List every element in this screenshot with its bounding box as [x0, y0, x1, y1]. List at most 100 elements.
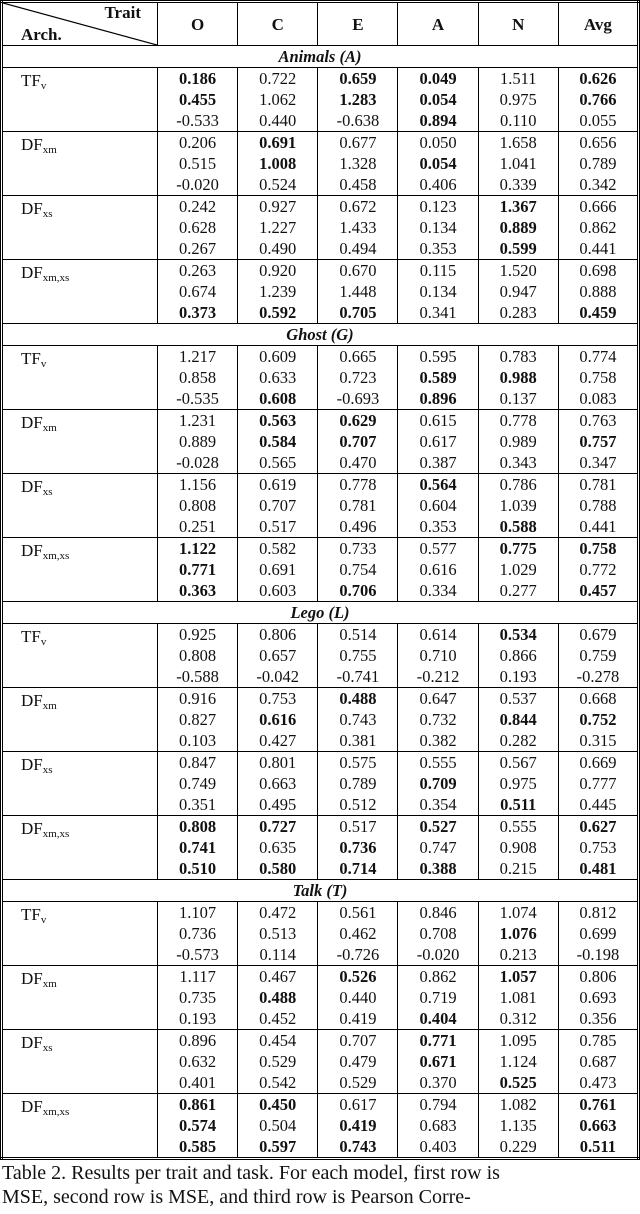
value-cell: 0.896 — [397, 388, 479, 410]
arch-subscript: xm,xs — [42, 550, 70, 562]
value-cell: 0.719 — [397, 987, 479, 1008]
value-cell: 0.567 — [477, 751, 559, 773]
section-title: Animals (A) — [1, 45, 639, 68]
value-cell: 0.341 — [397, 302, 479, 324]
arch-subscript: xm — [42, 144, 57, 156]
arch-cell: DFxs — [1, 1029, 158, 1094]
value-cell: 1.283 — [317, 89, 399, 110]
value-cell: 0.808 — [156, 815, 239, 837]
table-row: 0.749 0.663 0.789 0.709 0.975 0.777 — [2, 773, 640, 794]
value-cell: 0.334 — [397, 580, 479, 602]
value-cell: 0.083 — [557, 388, 640, 410]
arch-name: DF — [21, 819, 43, 838]
value-cell: 0.616 — [237, 709, 319, 730]
value-cell: 0.403 — [397, 1136, 479, 1159]
value-cell: 0.565 — [237, 452, 319, 474]
value-cell: 0.614 — [397, 623, 479, 645]
value-cell: 0.908 — [477, 837, 559, 858]
value-cell: 0.215 — [477, 858, 559, 880]
value-cell: 0.683 — [397, 1115, 479, 1136]
section-header-row: Ghost (G) — [1, 323, 639, 346]
value-cell: 1.074 — [477, 901, 559, 923]
value-cell: 0.511 — [557, 1136, 640, 1159]
value-cell: 0.778 — [317, 473, 399, 495]
value-cell: 0.665 — [317, 345, 399, 367]
value-cell: 0.186 — [156, 67, 239, 89]
value-cell: 0.743 — [317, 709, 399, 730]
value-cell: 0.727 — [237, 815, 319, 837]
value-cell: 0.193 — [477, 666, 559, 688]
col-header-e: E — [317, 1, 399, 46]
value-cell: 0.889 — [156, 431, 239, 452]
value-cell: -0.198 — [557, 944, 640, 966]
table-row: TFv 0.925 0.806 0.514 0.614 0.534 0.679 — [1, 623, 640, 688]
value-cell: 0.563 — [237, 409, 319, 431]
table-row: DFxm,xs 0.808 0.727 0.517 0.527 0.555 0.627 — [1, 815, 640, 880]
arch-cell: DFxs — [1, 195, 158, 260]
value-cell: 0.894 — [397, 110, 479, 132]
value-cell: 0.282 — [477, 730, 559, 752]
table-row: DFxs 0.242 0.927 0.672 0.123 1.367 0.666 — [1, 195, 640, 260]
value-cell: -0.693 — [317, 388, 399, 410]
arch-subscript: v — [40, 914, 47, 926]
value-cell: 0.806 — [557, 965, 640, 987]
value-cell: 0.947 — [477, 281, 559, 302]
value-cell: 0.866 — [477, 645, 559, 666]
value-cell: 0.370 — [397, 1072, 479, 1094]
table-row: TFv 0.186 0.722 0.659 0.049 1.511 0.626 — [1, 67, 640, 132]
table-row: 0.771 0.691 0.754 0.616 1.029 0.772 — [2, 559, 640, 580]
value-cell: 0.496 — [317, 516, 399, 538]
value-cell: 0.213 — [477, 944, 559, 966]
table-row: 0.363 0.603 0.706 0.334 0.277 0.457 — [2, 580, 640, 602]
value-cell: 0.761 — [557, 1093, 640, 1115]
value-cell: 0.896 — [156, 1029, 239, 1051]
value-cell: 0.555 — [397, 751, 479, 773]
value-cell: 1.367 — [477, 195, 559, 217]
col-header-o: O — [156, 1, 239, 46]
value-cell: 0.472 — [237, 901, 319, 923]
arch-cell: DFxs — [1, 473, 158, 538]
value-cell: 0.404 — [397, 1008, 479, 1030]
value-cell: 0.263 — [156, 259, 239, 281]
value-cell: 0.604 — [397, 495, 479, 516]
arch-name: TF — [21, 71, 41, 90]
arch-cell: TFv — [1, 623, 158, 688]
value-cell: 0.753 — [237, 687, 319, 709]
value-cell: 0.988 — [477, 367, 559, 388]
value-cell: 0.427 — [237, 730, 319, 752]
value-cell: 0.599 — [477, 238, 559, 260]
value-cell: 0.781 — [317, 495, 399, 516]
value-cell: 0.755 — [317, 645, 399, 666]
value-cell: 0.927 — [237, 195, 319, 217]
value-cell: -0.042 — [237, 666, 319, 688]
value-cell: 0.440 — [317, 987, 399, 1008]
value-cell: 0.339 — [477, 174, 559, 196]
table-row: -0.535 0.608 -0.693 0.896 0.137 0.083 — [2, 388, 640, 410]
value-cell: 0.441 — [557, 516, 640, 538]
table-row: DFxm 0.206 0.691 0.677 0.050 1.658 0.656 — [1, 131, 640, 196]
value-cell: 0.778 — [477, 409, 559, 431]
table-row: TFv 1.217 0.609 0.665 0.595 0.783 0.774 — [1, 345, 640, 410]
table-row: DFxm,xs 1.122 0.582 0.733 0.577 0.775 0.758 — [1, 537, 640, 602]
value-cell: 0.609 — [237, 345, 319, 367]
value-cell: 0.674 — [156, 281, 239, 302]
arch-name: DF — [21, 755, 43, 774]
arch-name: DF — [21, 541, 43, 560]
value-cell: 0.920 — [237, 259, 319, 281]
value-cell: 0.555 — [477, 815, 559, 837]
value-cell: 0.575 — [317, 751, 399, 773]
value-cell: 0.387 — [397, 452, 479, 474]
value-cell: 0.597 — [237, 1136, 319, 1159]
table-row: 0.808 0.707 0.781 0.604 1.039 0.788 — [2, 495, 640, 516]
table-row: 0.351 0.495 0.512 0.354 0.511 0.445 — [2, 794, 640, 816]
value-cell: 0.342 — [557, 174, 640, 196]
value-cell: 0.574 — [156, 1115, 239, 1136]
value-cell: -0.741 — [317, 666, 399, 688]
value-cell: 0.806 — [237, 623, 319, 645]
table-body: Animals (A) TFv 0.186 0.722 0.659 0.049 1.511 0… — [1, 45, 640, 1159]
value-cell: 0.771 — [397, 1029, 479, 1051]
value-cell: 0.115 — [397, 259, 479, 281]
value-cell: 0.699 — [557, 923, 640, 944]
value-cell: 0.510 — [156, 858, 239, 880]
value-cell: 1.448 — [317, 281, 399, 302]
